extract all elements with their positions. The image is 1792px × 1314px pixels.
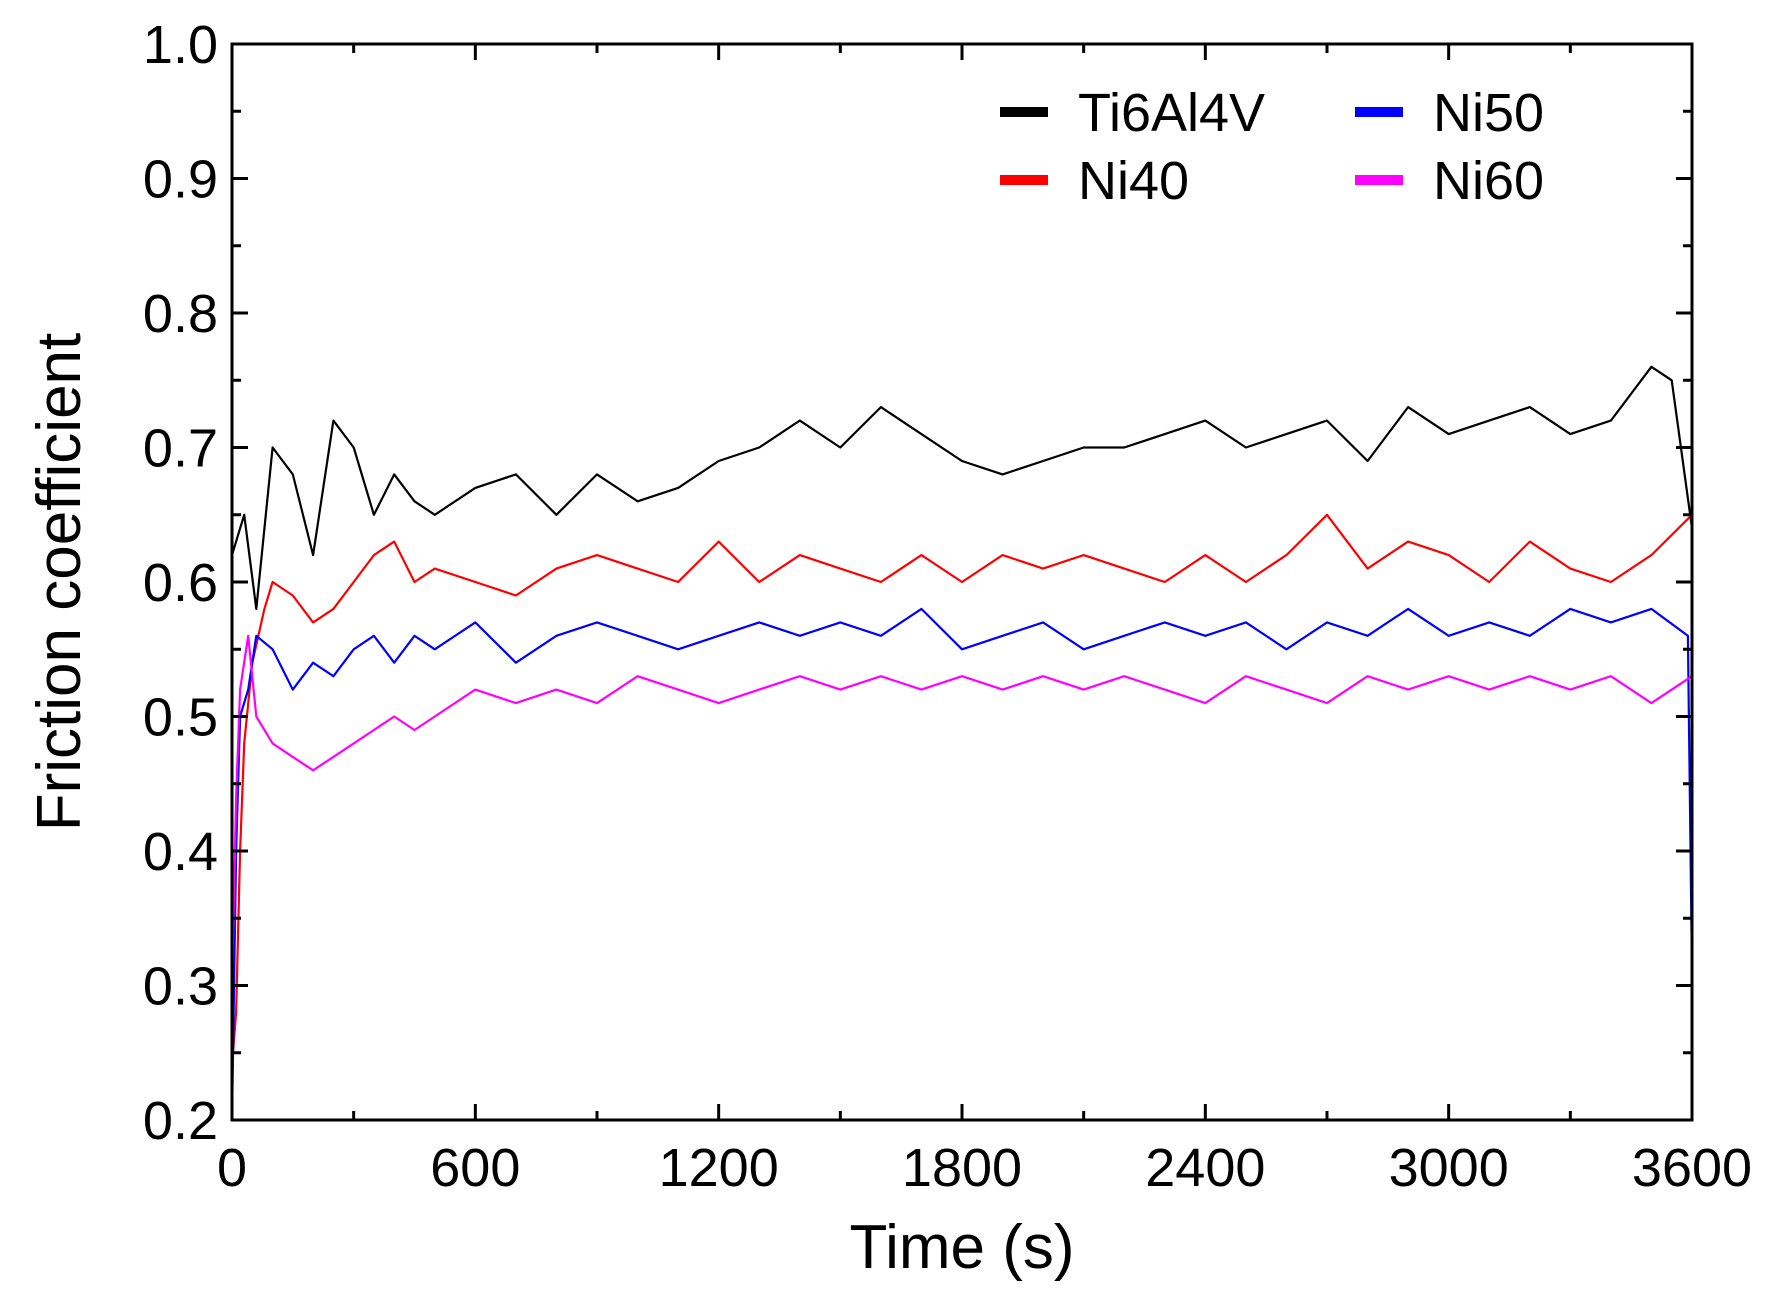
series-line-ti6al4v bbox=[230, 365, 1694, 611]
legend-label-ni50: Ni50 bbox=[1433, 83, 1544, 143]
x-axis-title: Time (s) bbox=[850, 1213, 1075, 1282]
y-tick-label: 0.2 bbox=[143, 1091, 218, 1151]
x-tick-label: 2400 bbox=[1145, 1138, 1265, 1198]
y-tick-label: 0.4 bbox=[143, 822, 218, 882]
series-line-ni50 bbox=[230, 607, 1694, 1121]
x-tick-label: 1800 bbox=[902, 1138, 1022, 1198]
x-tick-label: 3600 bbox=[1632, 1138, 1752, 1198]
x-tick-label: 1200 bbox=[659, 1138, 779, 1198]
y-tick-label: 0.5 bbox=[143, 688, 218, 748]
y-axis-title: Friction coefficient bbox=[25, 333, 94, 832]
y-tick-label: 0.7 bbox=[143, 419, 218, 479]
x-tick-label: 3000 bbox=[1389, 1138, 1509, 1198]
series-line-ni40 bbox=[230, 513, 1693, 1067]
series-layer bbox=[230, 365, 1694, 1121]
axis-ticks: 0 600 1200 1800 2400 3000 3600 0.2 0.3 0.4 0.5 0.6 0… bbox=[143, 15, 1752, 1198]
y-tick-label: 0.8 bbox=[143, 284, 218, 344]
y-tick-label: 0.9 bbox=[143, 150, 218, 210]
legend-label-ti6al4v: Ti6Al4V bbox=[1078, 83, 1265, 143]
x-tick-label: 0 bbox=[217, 1138, 247, 1198]
y-tick-label: 1.0 bbox=[143, 15, 218, 75]
legend-label-ni40: Ni40 bbox=[1078, 151, 1189, 211]
y-tick-label: 0.6 bbox=[143, 553, 218, 613]
legend: Ti6Al4V Ni40 Ni50 Ni60 bbox=[1000, 83, 1544, 211]
x-tick-label: 600 bbox=[430, 1138, 520, 1198]
y-tick-label: 0.3 bbox=[143, 957, 218, 1017]
series-line-ni60 bbox=[230, 634, 1693, 986]
legend-label-ni60: Ni60 bbox=[1433, 151, 1544, 211]
